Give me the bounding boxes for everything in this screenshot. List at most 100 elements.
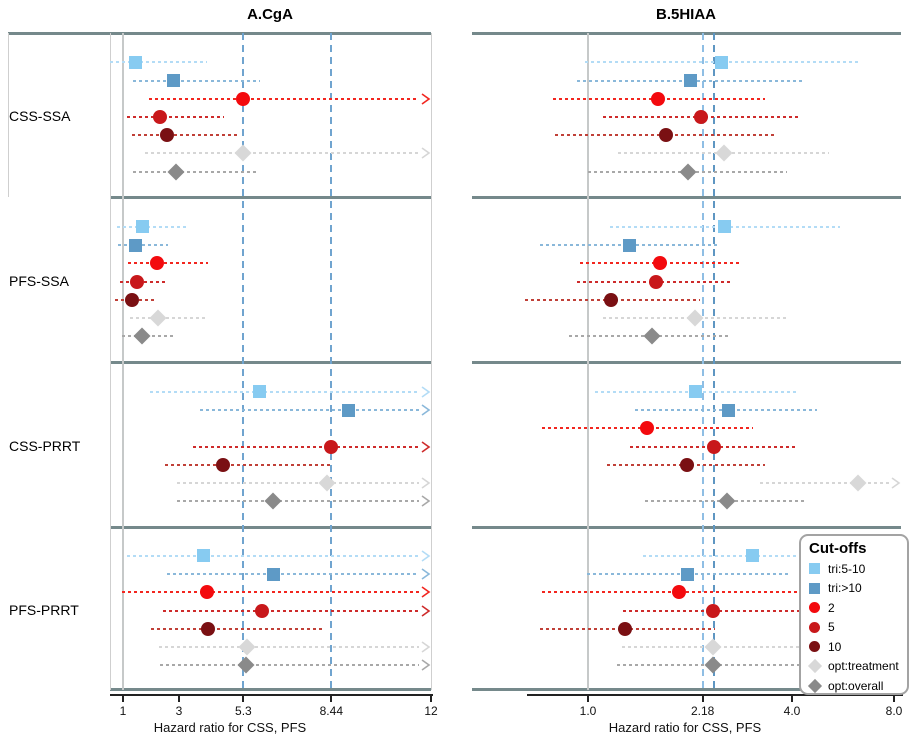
ci-line-tri:>10 <box>117 244 168 247</box>
circle-marker-2 <box>236 91 251 106</box>
reference-line-2.35 <box>712 33 715 690</box>
circle-marker-10 <box>618 621 633 636</box>
circle-swatch-icon <box>809 641 820 653</box>
circle-marker-5 <box>324 439 339 454</box>
ci-arrow-icon <box>421 495 431 507</box>
group-separator <box>472 361 901 364</box>
legend-item-5: 5 <box>809 618 899 638</box>
x-axis-tick <box>791 696 793 702</box>
ci-line-2 <box>121 591 419 594</box>
panel-left-border <box>110 33 111 690</box>
circle-marker-5 <box>693 110 708 124</box>
ci-line-10 <box>165 463 331 466</box>
ci-arrow-icon <box>421 604 431 617</box>
circle-marker-10 <box>215 457 230 472</box>
legend-item-tri:>10: tri:>10 <box>809 579 899 599</box>
ci-line-tri:>10 <box>166 573 419 576</box>
x-axis-tick-label: 12 <box>424 704 438 718</box>
circle-marker-5 <box>152 110 167 124</box>
x-axis-tick <box>178 696 180 702</box>
square-marker-tri:>10 <box>341 403 355 417</box>
legend-item-tri:5-10: tri:5-10 <box>809 559 899 579</box>
square-swatch-icon <box>809 582 820 594</box>
panel-bottom-separator <box>110 688 431 691</box>
circle-marker-2 <box>672 585 687 600</box>
circle-marker-5 <box>130 274 144 289</box>
circle-marker-5 <box>707 439 722 454</box>
x-axis-tick-label: 2.18 <box>690 704 715 718</box>
ci-arrow-icon <box>421 147 431 160</box>
ci-line-tri:>10 <box>200 409 419 412</box>
square-marker-tri:>10 <box>721 403 735 417</box>
square-marker-tri:>10 <box>684 74 698 88</box>
ci-line-opt:treatment <box>760 481 889 484</box>
square-marker-tri:>10 <box>623 238 637 252</box>
legend-item-label: tri:5-10 <box>828 561 866 576</box>
square-marker-tri:5-10 <box>253 385 267 399</box>
circle-swatch-icon <box>809 621 820 633</box>
legend-item-label: opt:overall <box>828 678 884 693</box>
legend-item-10: 10 <box>809 637 899 657</box>
reference-line-2.18 <box>701 33 704 690</box>
circle-marker-5 <box>649 274 664 289</box>
diamond-marker-opt:overall <box>167 163 185 181</box>
square-marker-tri:>10 <box>681 567 695 581</box>
ci-line-opt:treatment <box>177 481 419 484</box>
square-marker-tri:5-10 <box>135 220 149 234</box>
circle-marker-2 <box>639 421 654 436</box>
ci-line-opt:treatment <box>159 645 419 648</box>
null-line-hr1 <box>122 33 124 690</box>
ci-line-opt:overall <box>159 664 419 667</box>
ci-line-2 <box>149 97 419 100</box>
square-marker-tri:>10 <box>266 567 280 581</box>
ci-line-5 <box>193 445 419 448</box>
square-marker-tri:5-10 <box>745 549 759 563</box>
circle-marker-10 <box>659 128 674 143</box>
ci-line-opt:treatment <box>622 645 881 648</box>
legend-item-label: tri:>10 <box>828 581 862 596</box>
square-marker-tri:5-10 <box>714 55 728 69</box>
square-marker-tri:>10 <box>129 238 143 252</box>
panel-top-separator <box>472 32 901 35</box>
ci-line-tri:5-10 <box>110 61 207 64</box>
ci-line-opt:overall <box>177 500 419 503</box>
group-label-pfs-ssa: PFS-SSA <box>9 272 69 289</box>
ci-line-10 <box>151 627 325 630</box>
x-axis-tick-label: 1 <box>119 704 127 718</box>
ci-line-tri:5-10 <box>126 554 419 557</box>
ci-arrow-icon <box>891 477 901 489</box>
legend-item-opt:overall: opt:overall <box>807 676 899 696</box>
group-separator <box>110 196 431 199</box>
square-marker-tri:5-10 <box>717 220 731 234</box>
square-swatch-icon <box>809 563 820 575</box>
legend-items: tri:5-10 tri:>10 2 5 10 opt:treatment opt:over… <box>807 559 899 696</box>
x-axis-tick <box>587 696 589 702</box>
diamond-marker-opt:treatment <box>238 638 256 656</box>
x-axis-tick-label: 8.44 <box>319 704 343 718</box>
x-axis-line <box>527 694 903 696</box>
circle-marker-10 <box>604 292 619 307</box>
reference-line-8.44 <box>330 33 333 690</box>
ci-arrow-icon <box>421 477 431 489</box>
diamond-marker-opt:treatment <box>849 474 867 492</box>
cutoffs-legend: Cut-offs tri:5-10 tri:>10 2 5 10 opt:treatmen… <box>799 534 909 695</box>
legend-item-label: 10 <box>828 639 842 654</box>
legend-item-label: 2 <box>828 600 835 615</box>
square-marker-tri:5-10 <box>128 55 142 69</box>
ci-arrow-icon <box>421 641 431 653</box>
ci-line-tri:5-10 <box>149 390 419 393</box>
square-marker-tri:5-10 <box>688 385 702 399</box>
diamond-marker-opt:overall <box>643 327 661 345</box>
x-axis-tick <box>330 696 333 702</box>
legend-item-2: 2 <box>809 598 899 618</box>
group-separator <box>110 361 431 364</box>
ci-line-opt:treatment <box>130 316 207 319</box>
legend-item-label: opt:treatment <box>828 659 899 674</box>
group-separator <box>472 526 901 529</box>
circle-swatch-icon <box>809 602 820 614</box>
ci-arrow-icon <box>421 404 431 416</box>
diamond-swatch-icon <box>807 678 823 693</box>
x-axis-tick <box>701 696 704 702</box>
